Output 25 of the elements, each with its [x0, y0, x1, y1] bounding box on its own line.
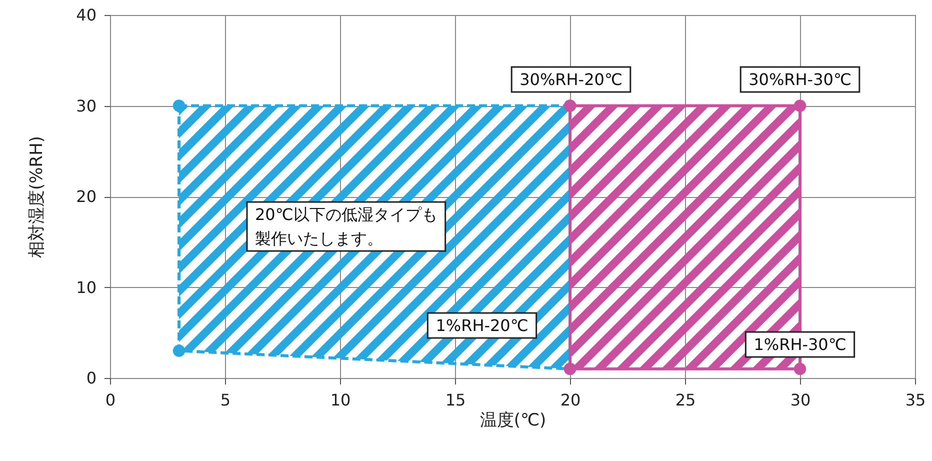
- x-tick-label: 10: [330, 390, 351, 410]
- y-tick-label: 30: [76, 96, 96, 116]
- x-tick-label: 30: [790, 390, 811, 410]
- x-tick-label: 35: [905, 390, 926, 410]
- annotation: 30%RH-30℃: [748, 70, 852, 89]
- point: [172, 344, 186, 357]
- y-axis-title: 相対湿度(%RH): [27, 136, 48, 258]
- x-tick-label: 5: [220, 390, 231, 410]
- x-tick-label: 25: [675, 390, 696, 410]
- y-tick-label: 40: [76, 6, 96, 24]
- point: [794, 362, 806, 376]
- y-tick-label: 0: [86, 368, 96, 388]
- x-axis-title: 温度(℃): [480, 410, 546, 430]
- x-tick-label: 20: [560, 390, 581, 410]
- annotation: 1%RH-20℃: [436, 316, 528, 335]
- y-tick-label: 20: [76, 187, 96, 206]
- y-tick-label: 10: [76, 278, 96, 297]
- annotation: 20℃以下の低湿タイプも: [255, 205, 438, 224]
- annotation: 30%RH-20℃: [520, 70, 622, 89]
- x-tick-label: 0: [105, 390, 116, 410]
- point: [172, 100, 186, 112]
- x-tick-label: 15: [445, 390, 466, 410]
- point: [794, 100, 806, 112]
- annotation: 1%RH-30℃: [754, 335, 846, 354]
- annotation: 製作いたします。: [255, 229, 383, 248]
